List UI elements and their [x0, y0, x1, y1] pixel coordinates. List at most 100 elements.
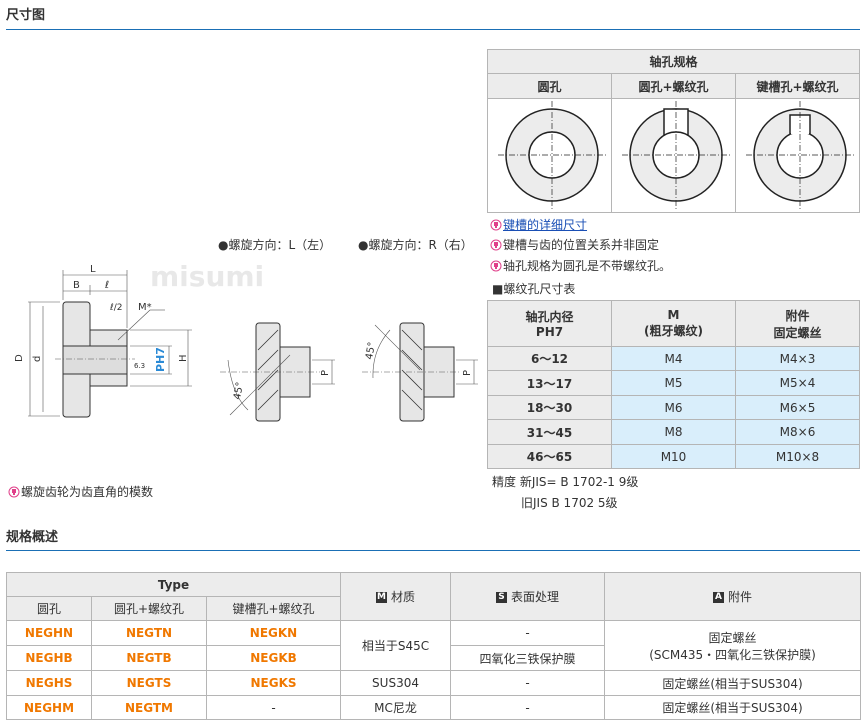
accessory: 固定螺丝(相当于SUS304) [604, 670, 862, 696]
set-screw: M10×8 [735, 444, 860, 469]
round-tapped-bore-image [611, 98, 736, 213]
bore-range: 18～30 [487, 395, 612, 420]
accessory-header: A 附件 [604, 572, 862, 621]
table-row: NEGHN NEGTN NEGKN 相当于S45C - 固定螺丝 (SCM435・… [6, 620, 862, 671]
tip-icon [8, 486, 20, 497]
material-header: M 材质 [340, 572, 452, 621]
note-text: 轴孔规格为圆孔是不带螺纹孔。 [503, 259, 672, 273]
surface: 四氧化三铁保护膜 [450, 645, 606, 671]
type-code[interactable]: NEGTS [91, 670, 207, 696]
header-line: 固定螺丝 [773, 325, 822, 340]
tip-icon [490, 239, 502, 250]
dim-d: d [32, 356, 43, 362]
table-row: NEGHS NEGTS NEGKS SUS304 - 固定螺丝(相当于SUS30… [6, 670, 862, 696]
bore-range: 6～12 [487, 346, 612, 371]
tip-icon [490, 260, 502, 271]
accessory-badge-icon: A [713, 592, 724, 603]
dim-l2: ℓ/2 [109, 303, 122, 313]
keyway-tapped-bore-image [735, 98, 860, 213]
table-row: 13～17 M5 M5×4 [487, 370, 860, 396]
header-label: 附件 [728, 590, 753, 604]
bore-range: 13～17 [487, 370, 612, 396]
thread-hole-table: 轴孔内径 PH7 M (粗牙螺纹) 附件 固定螺丝 6～12 M4 M4×3 13～17 M… [487, 300, 860, 469]
helix-left-label: ●螺旋方向：L（左） [218, 238, 332, 252]
table-row: NEGHB NEGTB NEGKB 四氧化三铁保护膜 [6, 645, 861, 671]
type-code[interactable]: NEGKN [205, 620, 342, 646]
thread-size: M6 [611, 395, 736, 420]
surface-badge-icon: S [496, 592, 507, 603]
type-code[interactable]: NEGHB [6, 645, 92, 671]
header-line: 附件 [785, 308, 810, 323]
watermark: misumi [150, 260, 264, 293]
accessory: 固定螺丝(相当于SUS304) [604, 695, 862, 720]
roughness-mark: 6.3 [134, 362, 145, 370]
set-screw: M4×3 [735, 346, 860, 371]
dim-P-left: P [320, 370, 331, 376]
accessory-line: 固定螺丝 [708, 630, 757, 645]
type-code: - [205, 695, 342, 720]
type-code[interactable]: NEGTN [91, 620, 207, 646]
section-divider [6, 550, 860, 551]
dimension-section-title: 尺寸图 [6, 8, 46, 23]
dim-H: H [178, 354, 189, 362]
header-label: 表面处理 [511, 590, 560, 604]
set-screw: M5×4 [735, 370, 860, 396]
gear-side-view [62, 301, 128, 418]
angle-right: 45° [364, 341, 378, 360]
surface: - [450, 670, 606, 696]
set-screw: M8×6 [735, 419, 860, 445]
type-code[interactable]: NEGKB [205, 645, 342, 671]
table-row: 31～45 M8 M8×6 [487, 419, 860, 445]
keyway-detail-note[interactable]: 键槽的详细尺寸 [490, 216, 587, 233]
module-note: 螺旋齿轮为齿直角的模数 [8, 483, 153, 500]
table-row: NEGHM NEGTM - MC尼龙 - 固定螺丝(相当于SUS304) [6, 695, 862, 720]
dim-PH7: PH7 [154, 347, 167, 372]
type-code[interactable]: NEGHN [6, 620, 92, 646]
material: SUS304 [340, 670, 452, 696]
set-screw: M6×5 [735, 395, 860, 420]
round-bore-note: 轴孔规格为圆孔是不带螺纹孔。 [490, 257, 671, 274]
dim-L: L [90, 264, 96, 275]
type-code[interactable]: NEGHS [6, 670, 92, 696]
bore-spec-table: 轴孔规格 圆孔 圆孔+螺纹孔 键槽孔+螺纹孔 [487, 49, 860, 213]
header-line: (粗牙螺纹) [644, 324, 703, 338]
surface: - [450, 620, 606, 646]
angle-left: 45° [232, 381, 246, 400]
dim-D: D [14, 354, 25, 362]
type-header: Type [5, 572, 342, 597]
precision-line1: 精度 新JIS= B 1702-1 9级 [492, 475, 639, 489]
section-divider [6, 29, 860, 30]
surface-header: S 表面处理 [450, 572, 606, 621]
accessory: 固定螺丝 (SCM435・四氧化三铁保护膜) [604, 620, 862, 671]
type-code[interactable]: NEGTM [91, 695, 207, 720]
type-code[interactable]: NEGHM [6, 695, 92, 720]
bore-title: 轴孔规格 [487, 49, 860, 74]
header-line: PH7 [535, 325, 564, 339]
keyway-detail-link[interactable]: 键槽的详细尺寸 [503, 218, 588, 232]
thread-size: M4 [611, 346, 736, 371]
material-badge-icon: M [376, 592, 387, 603]
tip-icon [490, 219, 502, 230]
note-text: 螺旋齿轮为齿直角的模数 [21, 485, 154, 499]
type-code[interactable]: NEGTB [91, 645, 207, 671]
precision-line2: 旧JIS B 1702 5级 [521, 496, 618, 510]
thread-size: M8 [611, 419, 736, 445]
bore-col: 键槽孔+螺纹孔 [735, 73, 860, 99]
surface: - [450, 695, 606, 720]
bore-range: 31～45 [487, 419, 612, 445]
keyway-position-note: 键槽与齿的位置关系并非固定 [490, 236, 659, 253]
material: 相当于S45C [340, 620, 452, 671]
bore-range: 46～65 [487, 444, 612, 469]
bore-col: 圆孔 [487, 73, 612, 99]
bore-col: 圆孔+螺纹孔 [611, 73, 736, 99]
spec-table: Type M 材质 S 表面处理 A 附件 圆孔 圆孔+螺纹孔 键槽孔+螺纹孔 NEG… [5, 572, 862, 720]
material: MC尼龙 [340, 695, 452, 720]
dim-P-right: P [462, 370, 473, 376]
type-col: 圆孔 [6, 596, 92, 621]
gear-drawing: misumi L B ℓ ℓ/2 M* D d 6.3 PH7 H [14, 260, 478, 422]
type-col: 圆孔+螺纹孔 [91, 596, 207, 621]
accessory-line: (SCM435・四氧化三铁保护膜) [649, 647, 816, 662]
header-label: 材质 [391, 590, 416, 604]
spec-section-title: 规格概述 [6, 530, 59, 545]
type-code[interactable]: NEGKS [205, 670, 342, 696]
